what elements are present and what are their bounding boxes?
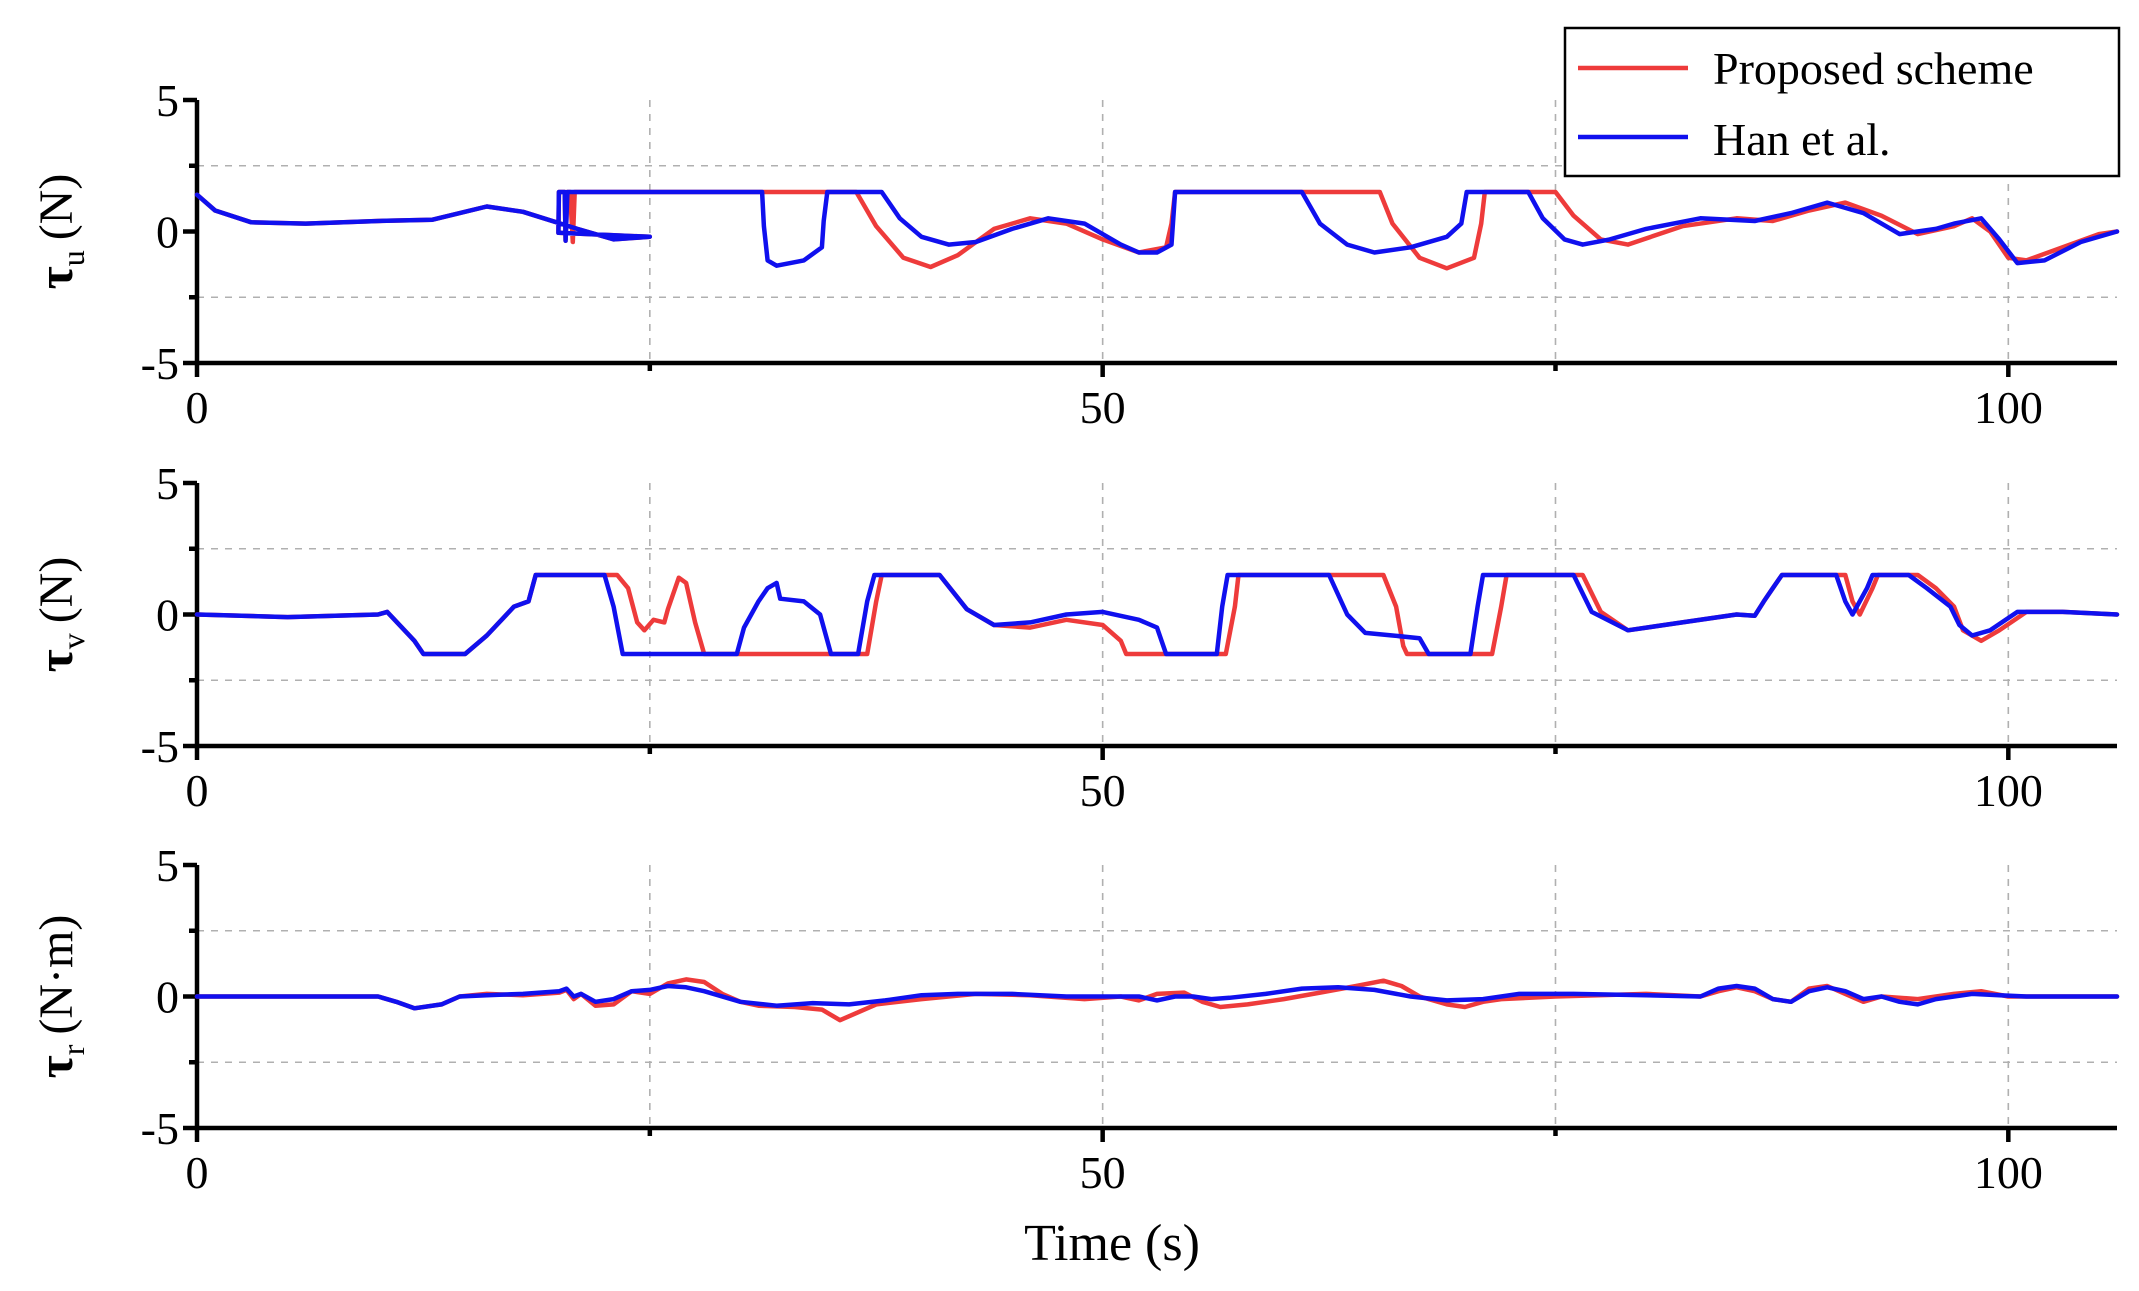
y-axis-title: τu (N) — [27, 174, 91, 290]
y-axis-title-unit: (N) — [30, 174, 83, 241]
x-tick-label: 50 — [1080, 382, 1126, 433]
x-axis-title: Time (s) — [1024, 1215, 1200, 1272]
y-tick-label: 5 — [156, 840, 179, 891]
y-tick-label: -5 — [141, 338, 179, 389]
y-axis-title-symbol: τ — [27, 266, 83, 289]
y-axis-title-symbol: τ — [27, 1055, 83, 1078]
series-line-han — [194, 572, 2120, 657]
y-tick-label: -5 — [141, 721, 179, 772]
x-tick-label: 100 — [1974, 1147, 2043, 1198]
legend-box — [1563, 26, 2121, 178]
y-tick-label: 0 — [156, 590, 179, 641]
y-axis-title-subscript: u — [55, 250, 91, 266]
x-tick-label: 100 — [1974, 765, 2043, 816]
y-axis-title: τr (N·m) — [27, 915, 91, 1079]
legend-label-proposed: Proposed scheme — [1713, 43, 2034, 94]
x-tick-label: 100 — [1974, 382, 2043, 433]
y-tick-label: 0 — [156, 207, 179, 258]
y-axis-title-subscript: r — [55, 1044, 91, 1055]
legend-label-han: Han et al. — [1713, 114, 1891, 165]
y-axis-title-unit: (N·m) — [30, 915, 83, 1035]
y-axis-title-unit: (N) — [30, 557, 83, 624]
x-tick-label: 50 — [1080, 1147, 1126, 1198]
y-tick-label: -5 — [141, 1103, 179, 1154]
legend: Proposed scheme Han et al. — [1563, 26, 2121, 178]
x-tick-label: 0 — [186, 765, 209, 816]
y-axis-title-symbol: τ — [27, 649, 83, 672]
y-axis-title-subscript: v — [55, 633, 91, 649]
x-tick-label: 0 — [186, 382, 209, 433]
series-line-han — [194, 189, 2120, 268]
y-axis-title: τv (N) — [27, 557, 91, 673]
x-tick-label: 50 — [1080, 765, 1126, 816]
y-tick-label: 0 — [156, 972, 179, 1023]
y-tick-label: 5 — [156, 458, 179, 509]
y-tick-label: 5 — [156, 75, 179, 126]
series-line-han — [194, 983, 2120, 1011]
x-tick-label: 0 — [186, 1147, 209, 1198]
